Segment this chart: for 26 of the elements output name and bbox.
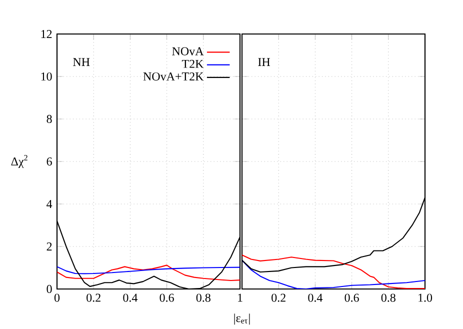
annotation: IH <box>258 58 270 66</box>
line-series <box>57 266 240 274</box>
y-tick-label: 2 <box>46 242 52 250</box>
x-axis-title: |ε$_{eτ}$| <box>234 314 250 325</box>
y-axis-title: Δχ$^{2}$ <box>11 154 28 168</box>
x-tick-label: 0.4 <box>308 294 323 302</box>
y-tick-label: 8 <box>46 114 52 124</box>
y-tick-label: 6 <box>46 157 52 166</box>
x-tick-label: 1.0 <box>418 294 432 302</box>
legend-label: NOvA <box>172 47 204 56</box>
x-tick-label: 1 <box>238 294 242 302</box>
x-tick-label: 0.2 <box>86 294 100 302</box>
x-tick-label: 0.8 <box>381 294 396 302</box>
y-tick-label: 4 <box>46 200 52 208</box>
legend-label: NOvA+T2K <box>143 72 204 81</box>
annotation: NH <box>73 58 90 66</box>
x-tick-label: 0 <box>54 294 60 302</box>
y-tick-label: 12 <box>41 30 52 38</box>
legend-label: T2K <box>182 60 204 68</box>
x-tick-label: 0.6 <box>160 294 174 302</box>
x-tick-label: 0.8 <box>196 294 210 302</box>
x-tick-label: 0.4 <box>123 294 138 302</box>
y-tick-label: 10 <box>41 72 52 81</box>
x-tick-label: 0.2 <box>272 294 286 302</box>
x-tick-label: 0.6 <box>344 294 359 302</box>
y-tick-label: 0 <box>46 284 52 294</box>
